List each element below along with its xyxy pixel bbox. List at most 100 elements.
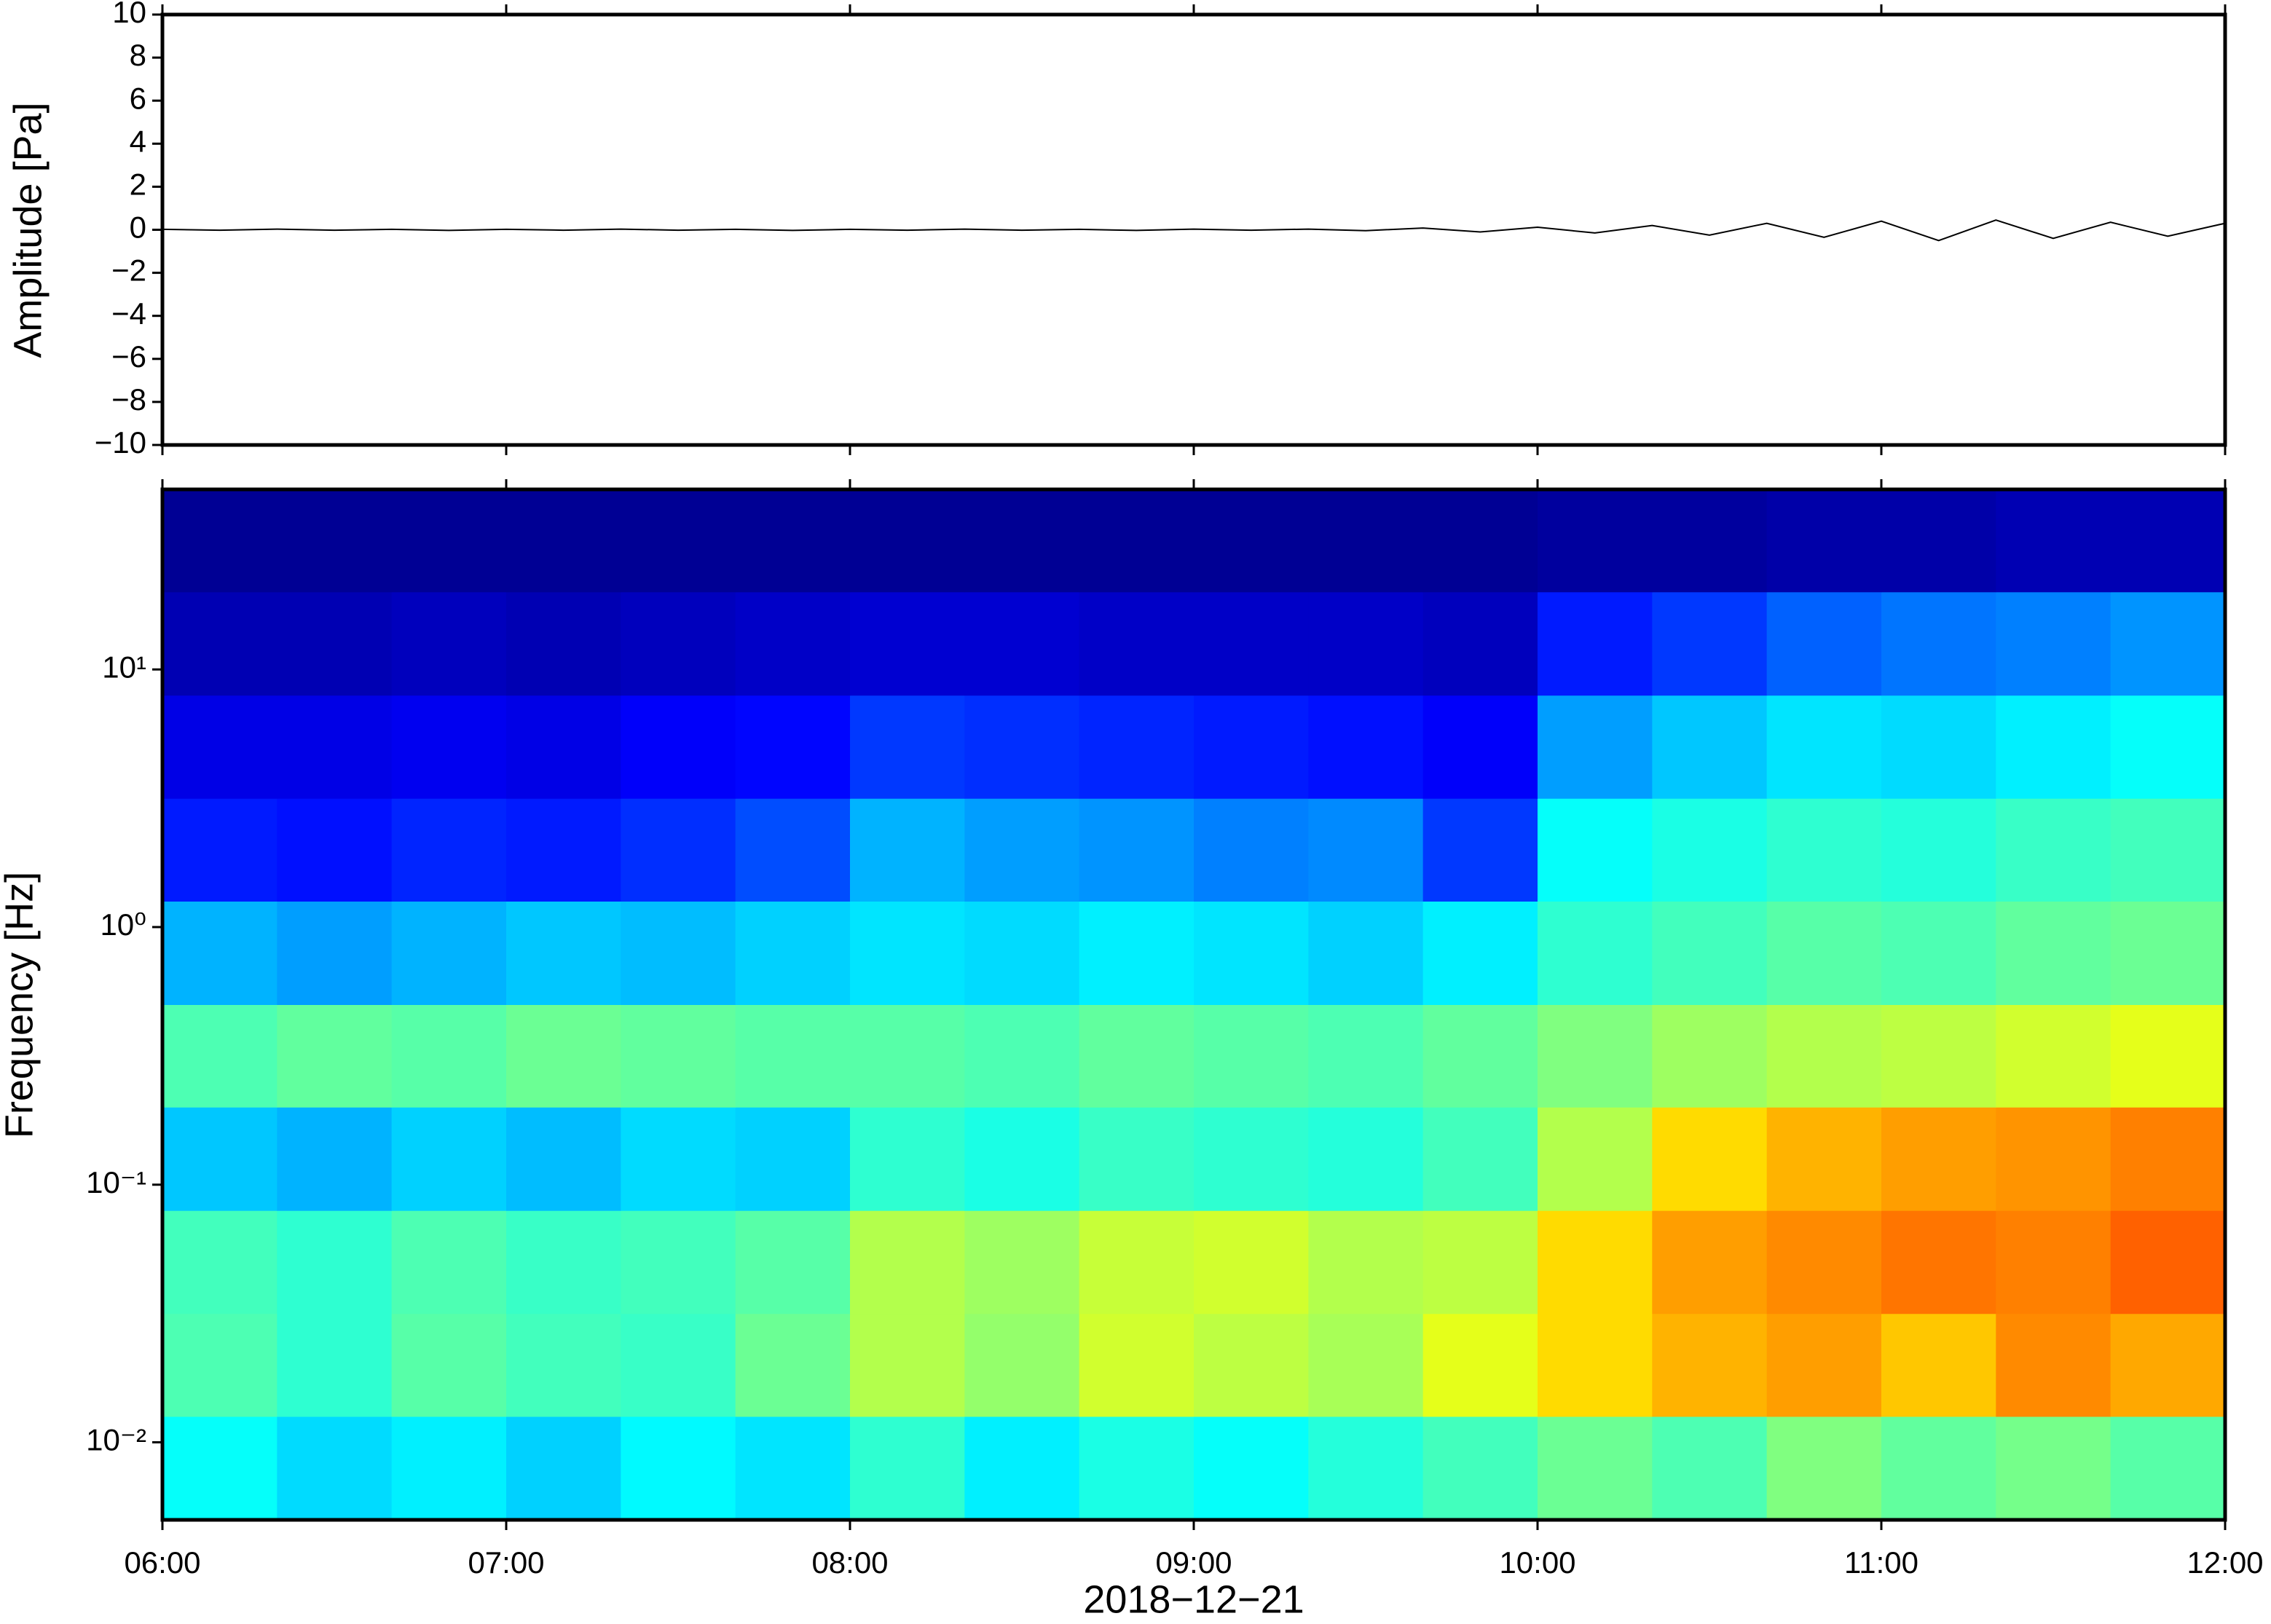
heatmap-cell [1079, 489, 1194, 593]
heatmap-cell [1996, 489, 2111, 593]
heatmap-cell [1652, 1210, 1768, 1314]
x-tick-label: 06:00 [124, 1545, 200, 1580]
heatmap-cell [1766, 591, 1882, 696]
y-tick-label: 10¹ [102, 650, 146, 684]
heatmap-cell [1194, 591, 1309, 696]
heatmap-cell [1538, 1313, 1653, 1417]
heatmap-cell [391, 1107, 507, 1211]
heatmap-cell [1308, 1107, 1424, 1211]
heatmap-cell [1422, 1107, 1538, 1211]
heatmap-cell [621, 1107, 736, 1211]
heatmap-cell [162, 1004, 278, 1108]
heatmap-cell [162, 1107, 278, 1211]
heatmap-cell [1996, 798, 2111, 902]
heatmap-cell [277, 591, 393, 696]
heatmap-cell [1538, 1416, 1653, 1521]
heatmap-cell [850, 901, 965, 1005]
heatmap-cell [1538, 1107, 1653, 1211]
heatmap-cell [391, 1313, 507, 1417]
heatmap-cell [1422, 798, 1538, 902]
heatmap-cell [506, 591, 621, 696]
heatmap-cell [964, 1313, 1080, 1417]
heatmap-cell [850, 1107, 965, 1211]
heatmap-cell [735, 695, 851, 799]
heatmap-cell [1079, 901, 1194, 1005]
heatmap-cell [1422, 1416, 1538, 1521]
heatmap-cell [1079, 1313, 1194, 1417]
heatmap-cell [2110, 1107, 2226, 1211]
heatmap-cell [277, 1004, 393, 1108]
heatmap-cell [1996, 1004, 2111, 1108]
heatmap-cell [1194, 798, 1309, 902]
heatmap-cell [391, 591, 507, 696]
heatmap-cell [1194, 1004, 1309, 1108]
heatmap-cell [1881, 1313, 1996, 1417]
heatmap-cell [1538, 489, 1653, 593]
heatmap-cell [735, 901, 851, 1005]
heatmap-cell [391, 798, 507, 902]
heatmap-cell [621, 1313, 736, 1417]
heatmap-cell [1881, 695, 1996, 799]
heatmap-cell [1079, 695, 1194, 799]
y-tick-label: −8 [111, 382, 146, 417]
heatmap-cell [1194, 1210, 1309, 1314]
heatmap-cell [621, 489, 736, 593]
heatmap-cell [2110, 1210, 2226, 1314]
heatmap-cell [277, 1416, 393, 1521]
heatmap-cell [621, 1004, 736, 1108]
heatmap-cell [1766, 1313, 1882, 1417]
heatmap-cell [277, 695, 393, 799]
heatmap-cell [1996, 1210, 2111, 1314]
heatmap-cell [1881, 489, 1996, 593]
heatmap-cell [1652, 1416, 1768, 1521]
heatmap-cell [1881, 1107, 1996, 1211]
y-tick-label: 6 [130, 81, 146, 115]
heatmap-cell [1652, 798, 1768, 902]
heatmap-cell [1881, 591, 1996, 696]
heatmap-cell [1766, 798, 1882, 902]
heatmap-cell [1308, 798, 1424, 902]
heatmap-cell [621, 695, 736, 799]
y-tick-label: 2 [130, 167, 146, 201]
heatmap-cell [850, 695, 965, 799]
x-tick-label: 09:00 [1155, 1545, 1232, 1580]
heatmap-cell [506, 1004, 621, 1108]
heatmap-cell [964, 901, 1080, 1005]
heatmap-cell [1538, 1004, 1653, 1108]
y-tick-label: 4 [130, 124, 146, 158]
heatmap-cell [1422, 901, 1538, 1005]
heatmap-cell [964, 489, 1080, 593]
x-tick-label: 07:00 [468, 1545, 544, 1580]
heatmap-cell [1422, 591, 1538, 696]
heatmap-cell [1766, 1210, 1882, 1314]
heatmap-cell [1538, 695, 1653, 799]
y-tick-label: 10 [112, 0, 146, 29]
heatmap-cell [1881, 798, 1996, 902]
heatmap-cell [964, 1004, 1080, 1108]
x-tick-label: 10:00 [1499, 1545, 1575, 1580]
heatmap-cell [1652, 1107, 1768, 1211]
heatmap-cell [506, 1210, 621, 1314]
heatmap-cell [1538, 798, 1653, 902]
x-tick-label: 12:00 [2187, 1545, 2263, 1580]
heatmap-cell [621, 901, 736, 1005]
heatmap-cell [1194, 1107, 1309, 1211]
heatmap-cell [1652, 591, 1768, 696]
y-tick-label: −2 [111, 253, 146, 288]
heatmap-cell [2110, 798, 2226, 902]
heatmap-cell [735, 489, 851, 593]
y-tick-label: −4 [111, 296, 146, 331]
heatmap-cell [621, 798, 736, 902]
heatmap-cell [850, 1313, 965, 1417]
y-tick-label: 10⁻² [86, 1423, 146, 1457]
heatmap-cell [162, 1416, 278, 1521]
heatmap-cell [1996, 1313, 2111, 1417]
y-tick-label: 10⁻¹ [86, 1165, 146, 1199]
heatmap-cell [1881, 901, 1996, 1005]
y-tick-label: −10 [95, 425, 146, 460]
heatmap-cell [735, 798, 851, 902]
heatmap-cell [850, 1004, 965, 1108]
heatmap-cell [162, 489, 278, 593]
heatmap-cell [506, 489, 621, 593]
heatmap-cell [1766, 901, 1882, 1005]
